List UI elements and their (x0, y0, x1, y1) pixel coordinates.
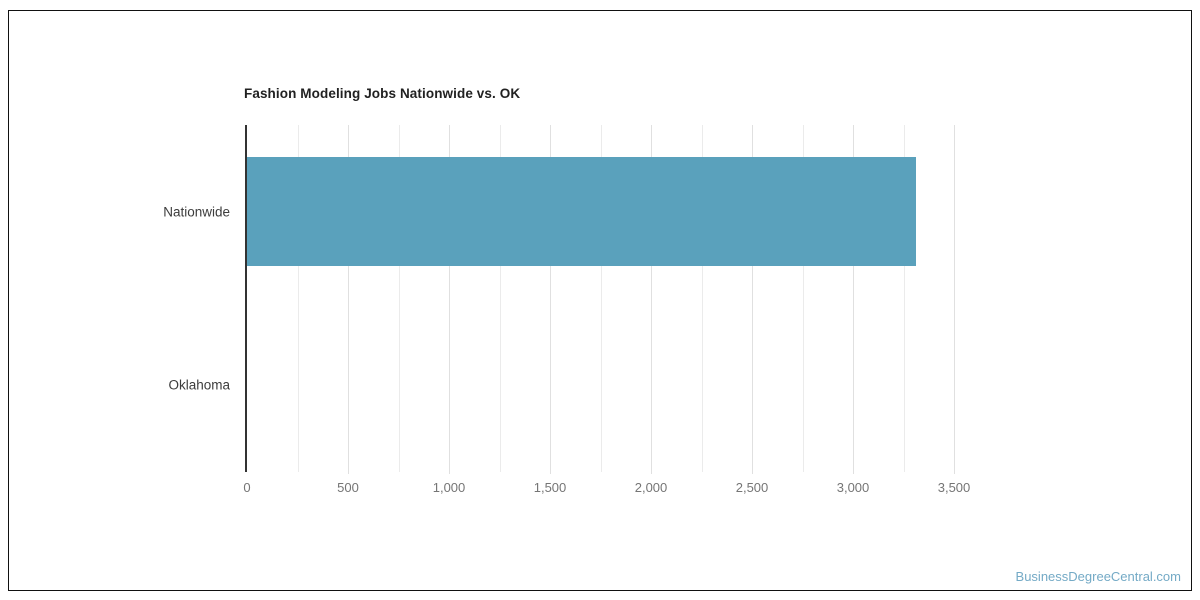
x-axis-labels: 0 500 1,000 1,500 2,000 2,500 3,000 3,500 (243, 480, 970, 500)
gridline-major (853, 125, 854, 474)
gridline-minor (499, 125, 501, 472)
gridline-major (954, 125, 955, 474)
x-tick-label-2000: 2,000 (634, 480, 668, 495)
x-tick-label-1500: 1,500 (533, 480, 567, 495)
gridline-minor (802, 125, 804, 472)
gridline-minor (297, 125, 299, 472)
gridline-minor (903, 125, 905, 472)
x-tick-label-2500: 2,500 (735, 480, 769, 495)
bar-nationwide[interactable] (247, 157, 916, 267)
gridline-major (752, 125, 753, 474)
gridline-minor (701, 125, 703, 472)
gridline-minor (600, 125, 602, 472)
gridline-minor (398, 125, 400, 472)
gridline-major (449, 125, 450, 474)
x-tick-label-0: 0 (243, 480, 251, 495)
category-label-nationwide: Nationwide (163, 204, 230, 220)
category-label-oklahoma: Oklahoma (168, 377, 230, 393)
image-border: Fashion Modeling Jobs Nationwide vs. OK … (8, 10, 1192, 591)
x-tick-label-3000: 3,000 (836, 480, 870, 495)
watermark-link[interactable]: BusinessDegreeCentral.com (1015, 569, 1181, 584)
plot-area (245, 125, 955, 474)
gridline-major (651, 125, 652, 474)
y-axis-labels: Nationwide Oklahoma (9, 125, 230, 472)
x-tick-label-500: 500 (337, 480, 359, 495)
x-tick-label-3500: 3,500 (937, 480, 971, 495)
gridline-major (550, 125, 551, 474)
gridline-major (348, 125, 349, 474)
x-tick-label-1000: 1,000 (432, 480, 466, 495)
chart-title: Fashion Modeling Jobs Nationwide vs. OK (244, 86, 521, 101)
